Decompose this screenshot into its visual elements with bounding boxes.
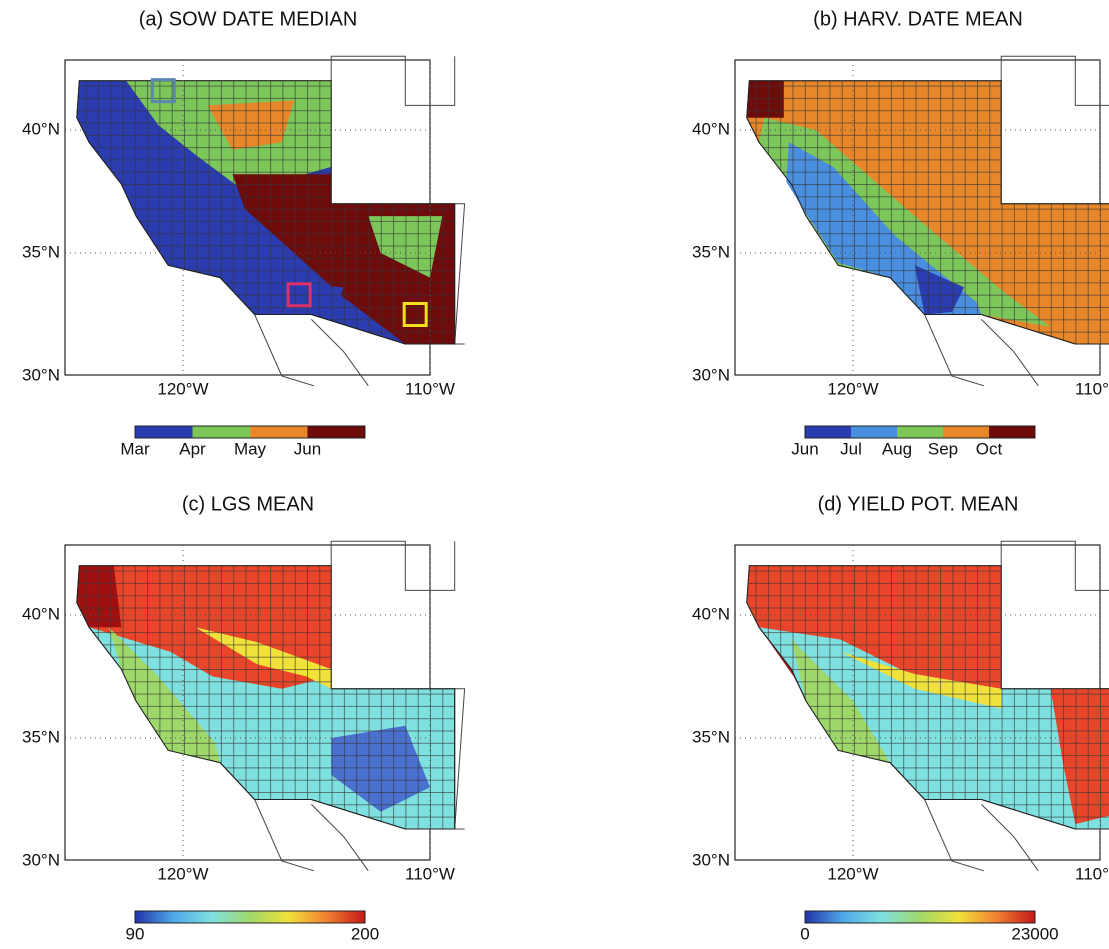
colorbar-segment [307, 426, 365, 438]
colorbar-label: Sep [928, 439, 958, 458]
colorbar-label: May [234, 439, 267, 458]
colorbar-frame [134, 425, 366, 439]
coastline [924, 799, 985, 872]
colorbar-label: Mar [120, 439, 150, 458]
state-border [454, 203, 466, 345]
map-panel: (c) LGS MEAN 40°N 35°N 30°N 120°W 110°W 90 200 [22, 493, 466, 943]
colorbar-label: 90 [126, 924, 145, 943]
coastline [311, 804, 369, 872]
colorbar-label: Oct [976, 439, 1003, 458]
highlight-box [402, 302, 428, 327]
colorbar-segment [192, 426, 250, 438]
colorbar-label: 23000 [1011, 924, 1058, 943]
panel-title: (b) HARV. DATE MEAN [813, 8, 1023, 30]
state-border [330, 55, 456, 106]
highlight-box [150, 78, 176, 104]
colorbar-label: 200 [351, 924, 379, 943]
lat-label: 40°N [692, 604, 730, 623]
lat-label: 40°N [692, 119, 730, 138]
colorbar-frame [804, 425, 1036, 439]
coastline [254, 799, 315, 872]
lon-label: 120°W [827, 864, 878, 883]
lon-label: 120°W [827, 379, 878, 398]
coastline [254, 314, 315, 387]
lon-label: 120°W [157, 379, 208, 398]
lat-label: 30°N [692, 850, 730, 869]
lat-label: 35°N [22, 727, 60, 746]
state-border [330, 540, 456, 591]
colorbar-label: Jun [294, 439, 321, 458]
lon-label: 120°W [157, 864, 208, 883]
grid-cells [746, 565, 1109, 830]
grid-cells [76, 80, 456, 345]
lat-label: 30°N [22, 365, 60, 384]
coastline [981, 319, 1039, 387]
lat-label: 40°N [22, 119, 60, 138]
highlight-box [286, 282, 312, 308]
state-border [1000, 540, 1109, 591]
lon-label: 110°W [1075, 379, 1109, 398]
grid-cells [746, 80, 1109, 345]
colorbar-label: Aug [882, 439, 912, 458]
map-panel: (a) SOW DATE MEDIAN 40°N 35°N 30°N 120°W 110°… [22, 8, 466, 458]
panel-title: (d) YIELD POT. MEAN [818, 493, 1019, 515]
lat-label: 35°N [22, 242, 60, 261]
colorbar-segment [897, 426, 943, 438]
map-panel: (b) HARV. DATE MEAN 40°N 35°N 30°N 120°W 110°… [692, 8, 1109, 458]
lon-label: 110°W [1075, 864, 1109, 883]
panel-title: (c) LGS MEAN [182, 493, 314, 515]
state-border [1000, 55, 1109, 106]
colorbar-label: Jun [791, 439, 818, 458]
colorbar-segment [135, 426, 193, 438]
colorbar [805, 911, 1035, 923]
coastline [924, 314, 985, 387]
colorbar-segment [943, 426, 989, 438]
lat-label: 35°N [692, 727, 730, 746]
map-panel: (d) YIELD POT. MEAN 40°N 35°N 30°N 120°W 110°… [692, 493, 1109, 943]
lat-label: 30°N [692, 365, 730, 384]
colorbar-segment [989, 426, 1035, 438]
colorbar-label: 0 [800, 924, 809, 943]
lat-label: 40°N [22, 604, 60, 623]
colorbar-frame [804, 910, 1036, 924]
lon-label: 110°W [405, 379, 455, 398]
colorbar-label: Jul [840, 439, 862, 458]
coastline [311, 319, 369, 387]
colorbar-frame [134, 910, 366, 924]
colorbar-segment [250, 426, 308, 438]
lat-label: 35°N [692, 242, 730, 261]
panel-title: (a) SOW DATE MEDIAN [139, 8, 358, 30]
grid-cells [76, 565, 456, 830]
lat-label: 30°N [22, 850, 60, 869]
lon-label: 110°W [405, 864, 455, 883]
colorbar-label: Apr [179, 439, 206, 458]
colorbar [135, 911, 365, 923]
state-border [454, 688, 466, 830]
colorbar-segment [851, 426, 897, 438]
coastline [981, 804, 1039, 872]
colorbar-segment [805, 426, 851, 438]
